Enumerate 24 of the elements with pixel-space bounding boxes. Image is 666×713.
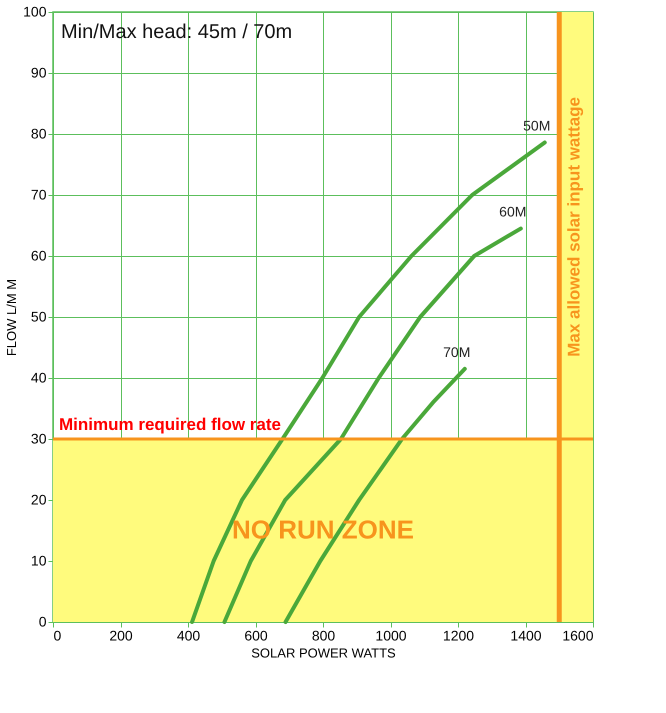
y-tick-label: 90 — [30, 64, 47, 80]
x-tick-label: 800 — [312, 628, 336, 644]
y-axis-title: FLOW L/M M — [4, 278, 20, 356]
y-tick-label: 50 — [30, 308, 47, 324]
y-tick-label: 40 — [30, 370, 47, 386]
y-tick-label: 20 — [30, 492, 47, 508]
x-tick-label: 1400 — [510, 628, 542, 644]
x-tick-label: 1600 — [562, 628, 594, 644]
y-tick-label: 100 — [23, 4, 47, 20]
y-tick-label: 10 — [30, 552, 47, 568]
x-tick-label: 1200 — [442, 628, 474, 644]
x-tick-label: 1000 — [375, 628, 407, 644]
x-axis-title: SOLAR POWER WATTS — [251, 646, 396, 660]
y-tick-label: 70 — [30, 186, 47, 202]
y-tick-label: 80 — [30, 126, 47, 142]
y-tick-label: 60 — [30, 248, 47, 264]
x-tick-label: 400 — [176, 628, 200, 644]
y-tick-label: 0 — [38, 614, 47, 630]
x-tick-label: 0 — [54, 628, 62, 644]
x-tick-label: 600 — [244, 628, 268, 644]
series-label: 60M — [499, 204, 526, 220]
x-tick-label: 200 — [109, 628, 133, 644]
y-tick-label: 30 — [30, 430, 47, 446]
ref-line-label: Max allowed solar input wattage — [564, 97, 584, 357]
